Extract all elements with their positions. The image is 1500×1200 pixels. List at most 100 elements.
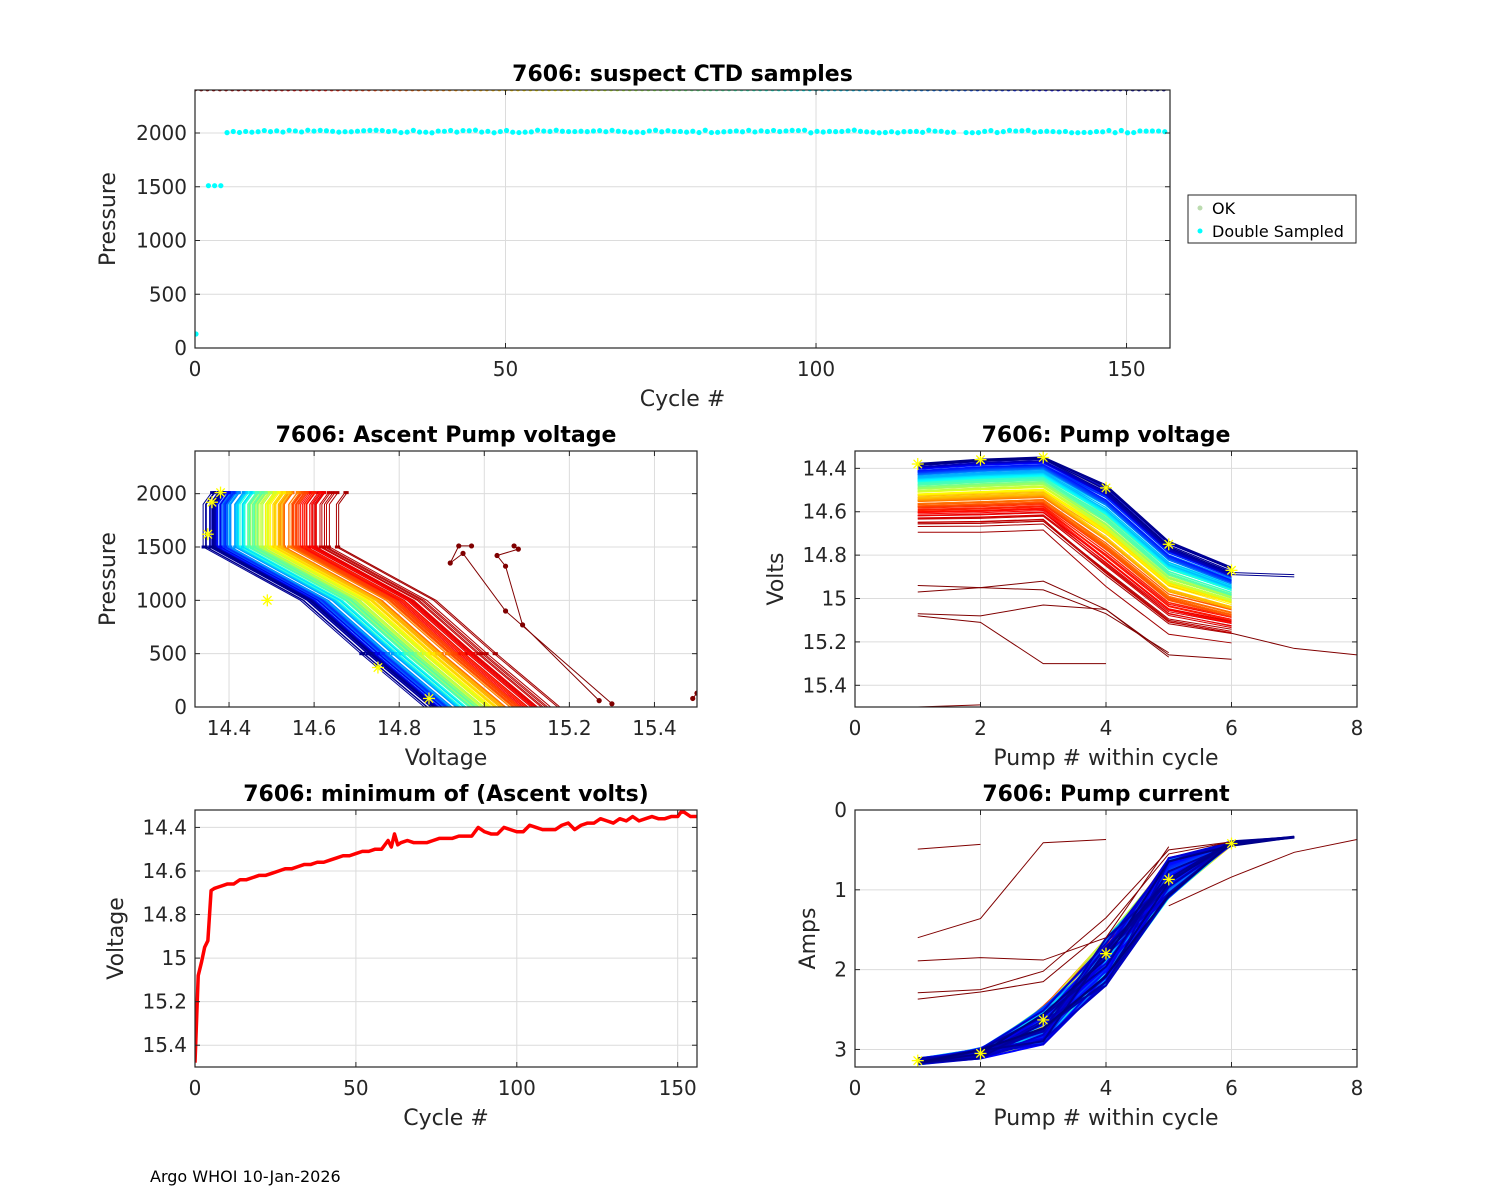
double-sampled-point [466, 128, 472, 134]
double-sampled-point [516, 129, 522, 136]
cycle-point [277, 491, 281, 495]
cycle-marker [826, 90, 831, 92]
double-sampled-point [218, 183, 224, 189]
cycle-marker [528, 90, 533, 92]
cycle-point [219, 545, 223, 549]
cycle-point [274, 545, 278, 549]
double-sampled-point [938, 128, 944, 134]
yellow-star-marker [422, 692, 435, 705]
cycle-marker [497, 90, 502, 92]
cycle-marker [379, 90, 384, 92]
y-axis-label: Amps [796, 908, 821, 970]
star-stroke [373, 662, 383, 673]
double-sampled-point [833, 129, 839, 135]
cycle-marker [509, 90, 514, 92]
cycle-marker [298, 90, 303, 92]
double-sampled-point [361, 128, 367, 134]
double-sampled-point [963, 129, 969, 136]
cycle-marker [584, 90, 589, 92]
axes-frame [194, 450, 698, 708]
double-sampled-point [975, 129, 982, 136]
y-tick-label: 0 [834, 798, 847, 822]
double-sampled-point [1155, 128, 1162, 134]
cycle-point [328, 491, 332, 495]
double-sampled-point [230, 128, 236, 135]
x-tick-label: 0 [189, 1076, 202, 1100]
y-tick-label: 15 [162, 946, 187, 970]
last-cycle-markers [911, 451, 1238, 577]
double-sampled-point [323, 128, 330, 134]
cycle-marker [540, 90, 545, 92]
cycle-marker [726, 90, 732, 92]
x-tick-label: 4 [1100, 716, 1113, 740]
cycle-line [917, 501, 1232, 617]
double-sampled-point [721, 129, 727, 135]
cycle-line [268, 492, 491, 707]
cycle-point [322, 491, 326, 495]
cycle-point [311, 491, 315, 495]
double-sampled-point [913, 128, 919, 135]
cycle-point [447, 652, 451, 656]
cycle-line [264, 492, 487, 707]
double-sampled-point [926, 127, 932, 133]
double-sampled-point [485, 128, 491, 134]
cycle-marker [1099, 90, 1104, 92]
cycle-point [482, 652, 486, 656]
cycle-point [429, 652, 433, 656]
cycle-point [333, 491, 337, 495]
star-stroke [1164, 539, 1174, 549]
yellow-star-marker [1162, 873, 1175, 886]
cycle-point [252, 545, 256, 549]
cycle-marker [1068, 90, 1073, 92]
double-sampled-point [267, 128, 274, 135]
y-tick-label: 15.4 [142, 1033, 187, 1057]
cycle-line [917, 511, 1232, 627]
double-sampled-point [584, 129, 590, 135]
yellow-star-marker [1037, 1013, 1050, 1026]
double-sampled-point [684, 129, 690, 135]
double-sampled-point [497, 128, 503, 135]
cycle-marker [1024, 90, 1030, 92]
x-axis-label: Voltage [405, 746, 488, 771]
cycle-line [917, 523, 1232, 635]
grid-lines [194, 90, 1170, 349]
x-tick-label: 14.8 [377, 716, 422, 740]
x-tick-label: 50 [493, 357, 518, 381]
cycle-line [280, 492, 503, 707]
double-sampled-point [298, 129, 305, 135]
cycle-color-markers [195, 90, 1166, 92]
cycle-point [307, 491, 311, 495]
double-sampled-point [249, 129, 255, 135]
legend-double-sampled-label: Double Sampled [1212, 222, 1344, 241]
cycle-marker [546, 90, 552, 92]
cycle-marker [341, 90, 347, 92]
cycle-line [917, 506, 1232, 621]
x-tick-label: 8 [1351, 716, 1364, 740]
cycle-marker [472, 90, 477, 92]
cycle-point [476, 652, 480, 656]
double-sampled-point [1062, 128, 1069, 135]
double-sampled-point [752, 129, 758, 135]
cycle-point [273, 491, 277, 495]
cycle-line [917, 456, 1232, 570]
yellow-star-marker [1225, 564, 1238, 577]
double-sampled-point [659, 129, 665, 135]
outlier-point [519, 622, 526, 628]
cycle-marker [596, 90, 601, 92]
cycle-marker [385, 90, 390, 92]
star-stroke [1101, 949, 1111, 959]
double-sampled-point [1050, 128, 1056, 135]
double-sampled-point [876, 130, 882, 136]
cycle-marker [894, 90, 899, 92]
y-tick-label: 15.4 [802, 673, 847, 697]
double-sampled-point [212, 183, 218, 189]
cycle-line [241, 492, 464, 707]
cycle-marker [1105, 90, 1111, 92]
double-sampled-point [1087, 129, 1093, 136]
cycle-marker [944, 90, 949, 92]
cycle-point [435, 652, 439, 656]
plot-area [911, 451, 1357, 707]
cycle-point [334, 545, 338, 549]
double-sampled-point [839, 128, 845, 135]
star-stroke [1101, 483, 1111, 493]
